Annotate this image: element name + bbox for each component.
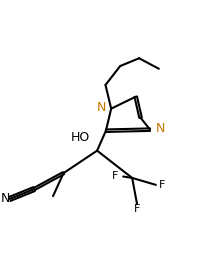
- Text: N: N: [0, 192, 10, 205]
- Text: F: F: [159, 180, 165, 190]
- Text: HO: HO: [71, 131, 90, 144]
- Text: F: F: [112, 171, 118, 181]
- Text: N: N: [96, 101, 106, 114]
- Text: F: F: [134, 204, 141, 214]
- Text: N: N: [156, 122, 166, 135]
